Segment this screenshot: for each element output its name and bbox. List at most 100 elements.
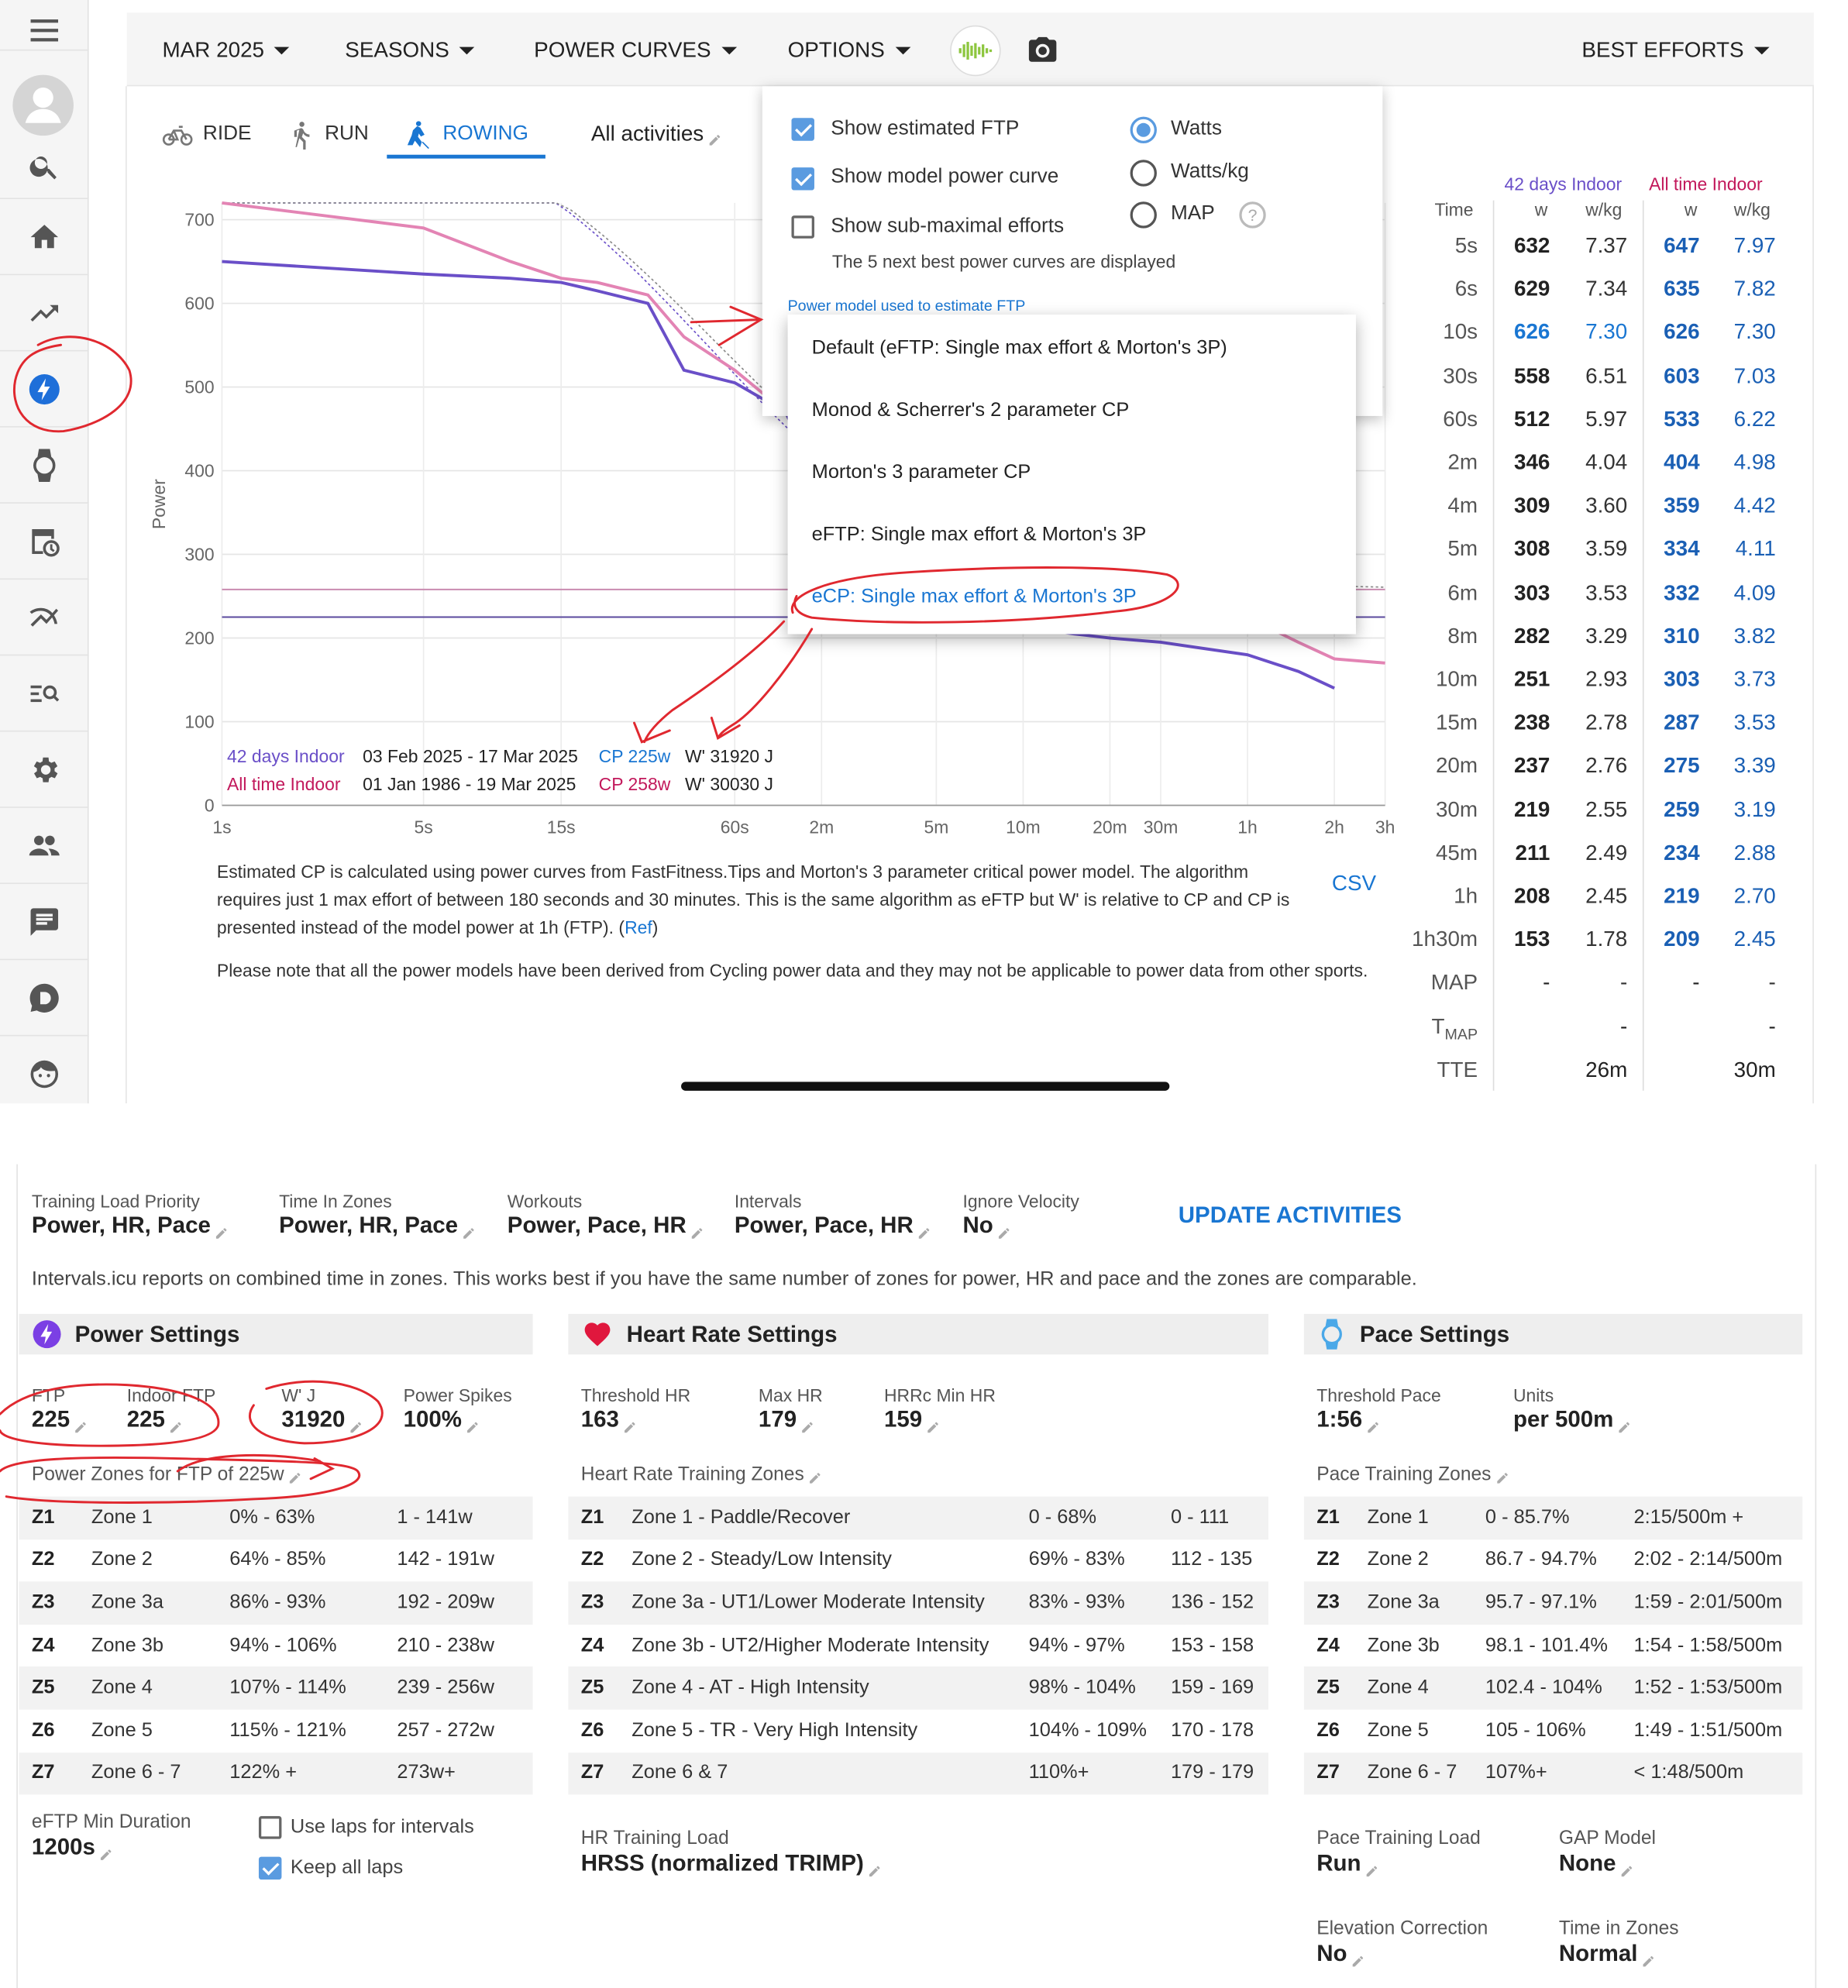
search-nav[interactable] [0,133,89,200]
row-time: 10s [1443,320,1478,345]
model-option-ecp[interactable]: eCP: Single max effort & Morton's 3P [811,586,1137,608]
model-option-monod[interactable]: Monod & Scherrer's 2 parameter CP [811,399,1130,421]
elevation-correction-field[interactable]: Elevation Correction No [1316,1917,1488,1966]
help-icon[interactable]: ? [1239,201,1266,229]
row-w: 404 [1664,450,1700,475]
help-nav[interactable] [0,1036,89,1112]
hr-training-load-field[interactable]: HR Training Load HRSS (normalized TRIMP) [581,1828,882,1878]
use-laps-checkbox[interactable] [258,1816,282,1839]
row-wkg: 6.51 [1585,363,1628,388]
keep-all-laps-checkbox[interactable] [258,1856,282,1880]
best-efforts-menu[interactable]: BEST EFFORTS [1581,38,1770,64]
time-in-zones-field[interactable]: Time in Zones Normal [1558,1917,1679,1966]
w-prime-field[interactable]: W' J 31920 [281,1385,363,1434]
keep-all-laps-label: Keep all laps [290,1856,404,1879]
row-w: 238 [1513,710,1550,735]
hamburger-menu[interactable] [0,0,89,51]
discord-nav[interactable] [0,960,89,1037]
chat-nav[interactable] [0,884,89,961]
tab-rowing[interactable]: ROWING [402,119,528,150]
map-radio[interactable] [1130,201,1157,229]
zone-id: Z1 [580,1506,604,1529]
search-activities-nav[interactable] [0,655,89,732]
training-load-priority[interactable]: Training Load Priority Power, HR, Pace [32,1191,229,1240]
screenshot-button[interactable] [1025,33,1061,67]
settings-nav[interactable] [0,732,89,808]
models-note: Please note that all the power models ha… [216,960,1368,981]
power-curves-menu[interactable]: POWER CURVES [534,38,737,64]
athletes-nav[interactable] [0,808,89,884]
intervals-priority[interactable]: Intervals Power, Pace, HR [735,1191,931,1240]
time-in-zones-priority[interactable]: Time In Zones Power, HR, Pace [279,1191,476,1240]
y-tick-label: 100 [184,712,214,732]
row-w: - [1543,970,1550,996]
show-model-curve-checkbox[interactable] [791,167,814,191]
zone-percent: 0% - 63% [229,1506,315,1529]
watts-kg-radio[interactable] [1130,160,1157,187]
power-nav[interactable] [0,351,89,428]
zone-row: Z7 Zone 6 & 7 110%+ 179 - 179 [568,1752,1268,1795]
tab-ride[interactable]: RIDE [162,119,252,150]
ref-link[interactable]: Ref [625,917,652,937]
people-icon [29,834,60,855]
power-zones-label[interactable]: Power Zones for FTP of 225w [32,1463,302,1486]
month-menu[interactable]: MAR 2025 [163,38,290,64]
power-model-label: Power model used to estimate FTP [787,297,1026,315]
home-nav[interactable] [0,199,89,276]
pace-zones-label[interactable]: Pace Training Zones [1316,1463,1509,1486]
combined-zones-note: Intervals.icu reports on combined time i… [31,1268,1417,1290]
fastfitness-logo-button[interactable] [950,25,1001,77]
csv-link[interactable]: CSV [1331,871,1377,896]
workouts-priority[interactable]: Workouts Power, Pace, HR [508,1191,704,1240]
pencil-icon [1617,1414,1631,1433]
pencil-icon [690,1219,704,1238]
heart-icon [584,1322,611,1347]
row-w: 219 [1664,883,1700,909]
zone-id: Z4 [580,1634,604,1656]
fitness-nav[interactable] [0,275,89,352]
avatar[interactable] [12,74,74,136]
pencil-icon [99,1842,113,1860]
pencil-icon [349,1414,363,1433]
row-w: 533 [1664,407,1700,432]
x-tick-label: 1h [1237,817,1257,838]
zone-percent: 94% - 97% [1028,1634,1125,1656]
compare-nav[interactable] [0,580,89,656]
power-spikes-field[interactable]: Power Spikes 100% [403,1384,512,1433]
show-submax-checkbox[interactable] [791,215,814,239]
threshold-hr-field[interactable]: Threshold HR 163 [580,1384,691,1433]
activities-nav[interactable] [0,428,89,504]
row-w: 626 [1513,320,1550,345]
zone-name: Zone 6 - 7 [91,1762,181,1784]
ignore-velocity[interactable]: Ignore Velocity No [962,1191,1079,1238]
zone-range: < 1:48/500m [1633,1762,1744,1784]
hr-zones-label[interactable]: Heart Rate Training Zones [581,1463,822,1486]
eftp-min-duration-field[interactable]: eFTP Min Duration 1200s [31,1811,191,1860]
show-estimated-ftp-checkbox[interactable] [791,118,814,141]
threshold-pace-field[interactable]: Threshold Pace 1:56 [1316,1384,1441,1433]
model-option-default[interactable]: Default (eFTP: Single max effort & Morto… [811,337,1227,359]
zone-row: Z4 Zone 3b - UT2/Higher Moderate Intensit… [568,1625,1268,1667]
options-menu[interactable]: OPTIONS [788,38,910,64]
max-hr-field[interactable]: Max HR 179 [758,1384,823,1433]
update-activities-button[interactable]: UPDATE ACTIVITIES [1178,1202,1402,1228]
watts-radio[interactable] [1130,116,1157,143]
zone-row: Z6 Zone 5 115% - 121% 257 - 272w [19,1710,533,1752]
seasons-menu[interactable]: SEASONS [345,38,475,64]
zone-name: Zone 3b [91,1634,163,1656]
activity-filter[interactable]: All activities [591,122,721,147]
pace-training-load-field[interactable]: Pace Training Load Run [1316,1827,1481,1876]
row-wkg: 3.29 [1585,624,1628,648]
zone-percent: 98.1 - 101.4% [1485,1634,1608,1656]
tab-run[interactable]: RUN [284,119,369,150]
zone-percent: 105 - 106% [1485,1719,1586,1742]
zone-id: Z2 [580,1549,604,1571]
pace-units-field[interactable]: Units per 500m [1513,1385,1631,1434]
model-option-eftp[interactable]: eFTP: Single max effort & Morton's 3P [811,524,1147,545]
hrrc-min-hr-field[interactable]: HRRc Min HR 159 [883,1384,996,1433]
gap-model-field[interactable]: GAP Model None [1558,1827,1657,1876]
model-option-morton[interactable]: Morton's 3 parameter CP [811,461,1031,483]
zone-range: 0 - 111 [1170,1506,1230,1529]
row-w: 635 [1664,277,1700,301]
calendar-nav[interactable] [0,504,89,580]
